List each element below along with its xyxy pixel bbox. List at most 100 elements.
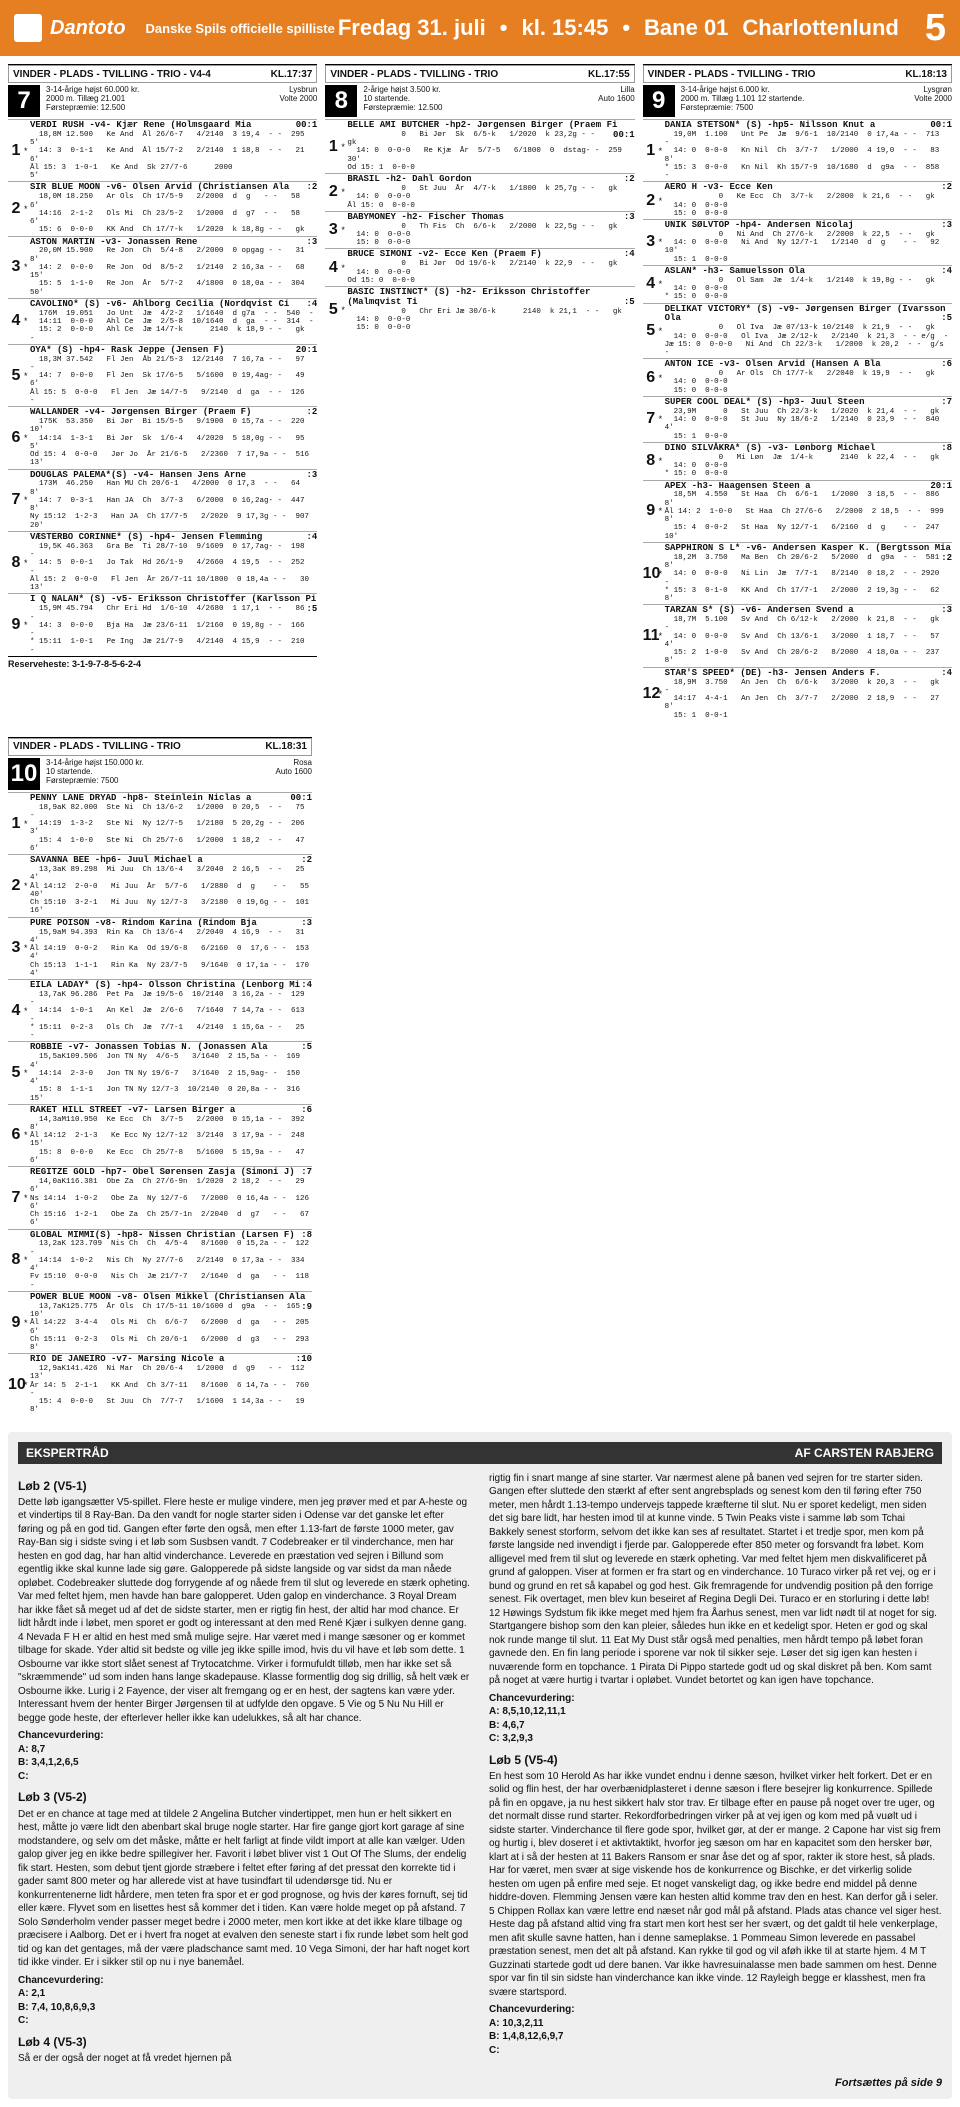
horse-name: AERO H -v3- Ecce Ken:2 (665, 183, 952, 193)
horse-number: 9 (8, 616, 24, 634)
horse-name: REGITZE GOLD -hp7- Obel Sørensen Zasja (… (30, 1168, 312, 1178)
header-subtitle: Danske Spils officielle spilliste (146, 21, 335, 36)
horse-row: 9 * POWER BLUE MOON -v8- Olsen Mikkel (C… (8, 1291, 312, 1353)
expert-paragraph: rigtig fin i snart mange af sine starter… (489, 1472, 942, 1688)
logo-mark (14, 14, 42, 42)
horse-body: DELIKAT VICTORY* (S) -v9- Jørgensen Birg… (665, 305, 952, 358)
horse-body: BRUCE SIMONI -v2- Ecce Ken (Praem F):4 0… (347, 250, 634, 285)
horse-number: 8 (8, 1251, 24, 1269)
header-venue: Charlottenlund (742, 15, 898, 41)
horse-number: 3 (643, 233, 659, 251)
horse-number: 6 (643, 369, 659, 387)
horse-number: 12 (643, 685, 659, 703)
race-title: VINDER - PLADS - TVILLING - TRIO (9, 739, 261, 754)
horse-number: 7 (8, 1189, 24, 1207)
race-number: 9 (643, 85, 675, 117)
horse-row: 8 * DINO SILVÅKRA* (S) -v3- Lønborg Mich… (643, 442, 952, 480)
horse-body: VÆSTERBO CORINNE* (S) -hp4- Jensen Flemm… (30, 533, 317, 592)
horse-row: 6 * ANTON ICE -v3- Olsen Arvid (Hansen A… (643, 358, 952, 396)
horse-name: DANIA STETSON* (S) -hp5- Nilsson Knut a0… (665, 121, 952, 131)
horse-name: SAVANNA BEE -hp6- Juul Michael a:2 (30, 856, 312, 866)
horse-row: 5 * ROBBIE -v7- Jonassen Tobias N. (Jona… (8, 1041, 312, 1103)
horse-body: BELLE AMI BUTCHER -hp2- Jørgensen Birger… (347, 121, 634, 172)
expert-paragraph: Så er der også der noget at få vredet hj… (18, 2052, 471, 2066)
horse-name: GLOBAL MIMMI(S) -hp8- Nissen Christian (… (30, 1231, 312, 1241)
horse-row: 5 * OYA* (S) -hp4- Rask Jeppe (Jensen F)… (8, 344, 317, 406)
cv-c: C: (18, 2015, 29, 2026)
expert-byline: AF CARSTEN RABJERG (795, 1446, 934, 1460)
cv-b: B: 4,6,7 (489, 1720, 525, 1731)
cv-label: Chancevurdering: (18, 1975, 104, 1986)
horse-name: STAR'S SPEED* (DE) -h3- Jensen Anders F.… (665, 669, 952, 679)
horse-body: SAVANNA BEE -hp6- Juul Michael a:2 13,3a… (30, 856, 312, 915)
horse-number: 4 (325, 259, 341, 277)
horse-row: 2 * BRASIL -h2- Dahl Gordon:2 0 St Juu Å… (325, 173, 634, 211)
header-right: Fredag 31. juli • kl. 15:45 • Bane 01 Ch… (338, 7, 946, 50)
horse-number: 8 (8, 554, 24, 572)
continue-note: Fortsættes på side 9 (18, 2077, 942, 2089)
race-number: 10 (8, 758, 40, 790)
expert-paragraph: Det er en chance at tage med at tildele … (18, 1808, 471, 1970)
race-title: VINDER - PLADS - TVILLING - TRIO (326, 67, 584, 82)
page-header: Dantoto Danske Spils officielle spillist… (0, 0, 960, 56)
race-meta: 2-årige højst 3.500 kr.10 startende.Førs… (363, 85, 592, 113)
horse-body: RAKET HILL STREET -v7- Larsen Birger a:6… (30, 1106, 312, 1165)
horse-row: 1 * BELLE AMI BUTCHER -hp2- Jørgensen Bi… (325, 119, 634, 173)
horse-row: 9 * I Q NALAN* (S) -v5- Eriksson Christo… (8, 593, 317, 655)
horse-row: 3 * UNIK SØLVTOP -hp4- Andersen Nicolaj:… (643, 219, 952, 265)
horse-number: 6 (8, 429, 24, 447)
horse-number: 2 (643, 192, 659, 210)
race-meta: 3-14-årige højst 6.000 kr.2000 m. Tillæg… (681, 85, 909, 113)
horse-body: SUPER COOL DEAL* (S) -hp3- Juul Steen:7 … (665, 398, 952, 441)
horse-body: DANIA STETSON* (S) -hp5- Nilsson Knut a0… (665, 121, 952, 180)
horse-number: 2 (8, 200, 24, 218)
horse-body: OYA* (S) -hp4- Rask Jeppe (Jensen F)20:1… (30, 346, 317, 405)
race-number: 7 (8, 85, 40, 117)
horse-name: PENNY LANE DRYAD -hp8- Steinlein Niclas … (30, 794, 312, 804)
horse-name: DINO SILVÅKRA* (S) -v3- Lønborg Michael:… (665, 444, 952, 454)
horse-body: BRASIL -h2- Dahl Gordon:2 0 St Juu År 4/… (347, 175, 634, 210)
horse-row: 7 * DOUGLAS PALEMA*(S) -v4- Hansen Jens … (8, 469, 317, 531)
horse-number: 5 (8, 367, 24, 385)
horse-name: RIO DE JANEIRO -v7- Marsing Nicole a:10 (30, 1355, 312, 1365)
horse-row: 10 * SAPPHIRON S L* -v6- Andersen Kasper… (643, 542, 952, 604)
horse-number: 1 (643, 142, 659, 160)
brand-logo: Dantoto (14, 14, 126, 42)
horse-name: WALLANDER -v4- Jørgensen Birger (Praem F… (30, 408, 317, 418)
horse-row: 4 * ASLAN* -h3- Samuelsson Ola:4 0 Ol Sa… (643, 265, 952, 303)
horse-row: 3 * ASTON MARTIN -v3- Jonassen Rene:3 20… (8, 236, 317, 298)
race-time: KL.17:37 (267, 67, 317, 82)
horse-body: AERO H -v3- Ecce Ken:2 0 Ke Ecc Ch 3/7-k… (665, 183, 952, 218)
horse-body: PENNY LANE DRYAD -hp8- Steinlein Niclas … (30, 794, 312, 853)
cv-b: B: 3,4,1,2,6,5 (18, 1757, 79, 1768)
horse-body: I Q NALAN* (S) -v5- Eriksson Christoffer… (30, 595, 317, 654)
horse-body: VERDI RUSH -v4- Kjær Rene (Holmsgaard Mi… (30, 121, 317, 180)
horse-body: PURE POISON -v8- Rindom Karina (Rindom B… (30, 919, 312, 978)
horse-name: TARZAN S* (S) -v6- Andersen Svend a:3 (665, 606, 952, 616)
horse-name: VÆSTERBO CORINNE* (S) -hp4- Jensen Flemm… (30, 533, 317, 543)
horse-number: 1 (325, 138, 341, 156)
cv-c: C: 3,2,9,3 (489, 1733, 533, 1744)
horse-body: BABYMONEY -h2- Fischer Thomas:3 0 Th Fis… (347, 213, 634, 248)
horse-number: 1 (8, 815, 24, 833)
horse-name: ANTON ICE -v3- Olsen Arvid (Hansen A Bla… (665, 360, 952, 370)
horse-name: ASTON MARTIN -v3- Jonassen Rene:3 (30, 238, 317, 248)
cv-b: B: 7,4, 10,8,6,9,3 (18, 2002, 95, 2013)
horse-body: ASTON MARTIN -v3- Jonassen Rene:3 20,0M … (30, 238, 317, 297)
horse-name: VERDI RUSH -v4- Kjær Rene (Holmsgaard Mi… (30, 121, 317, 131)
cv-a: A: 8,7 (18, 1744, 45, 1755)
header-time: kl. 15:45 (521, 15, 608, 41)
horse-number: 3 (8, 939, 24, 957)
expert-section-title: Løb 3 (V5-2) (18, 1789, 471, 1805)
horse-row: 7 * REGITZE GOLD -hp7- Obel Sørensen Zas… (8, 1166, 312, 1228)
race-meta: 3-14-årige højst 150.000 kr.10 startende… (46, 758, 270, 786)
horse-name: ASLAN* -h3- Samuelsson Ola:4 (665, 267, 952, 277)
horse-body: ANTON ICE -v3- Olsen Arvid (Hansen A Bla… (665, 360, 952, 395)
expert-title: EKSPERTRÅD (26, 1446, 109, 1460)
horse-name: OYA* (S) -hp4- Rask Jeppe (Jensen F)20:1 (30, 346, 317, 356)
horse-name: UNIK SØLVTOP -hp4- Andersen Nicolaj:3 (665, 221, 952, 231)
horse-row: 5 * DELIKAT VICTORY* (S) -v9- Jørgensen … (643, 303, 952, 359)
cv-a: A: 10,3,2,11 (489, 2018, 543, 2029)
horse-row: 5 * BASIC INSTINCT* (S) -h2- Eriksson Ch… (325, 286, 634, 334)
race-right: LillaAuto 1600 (598, 85, 634, 103)
